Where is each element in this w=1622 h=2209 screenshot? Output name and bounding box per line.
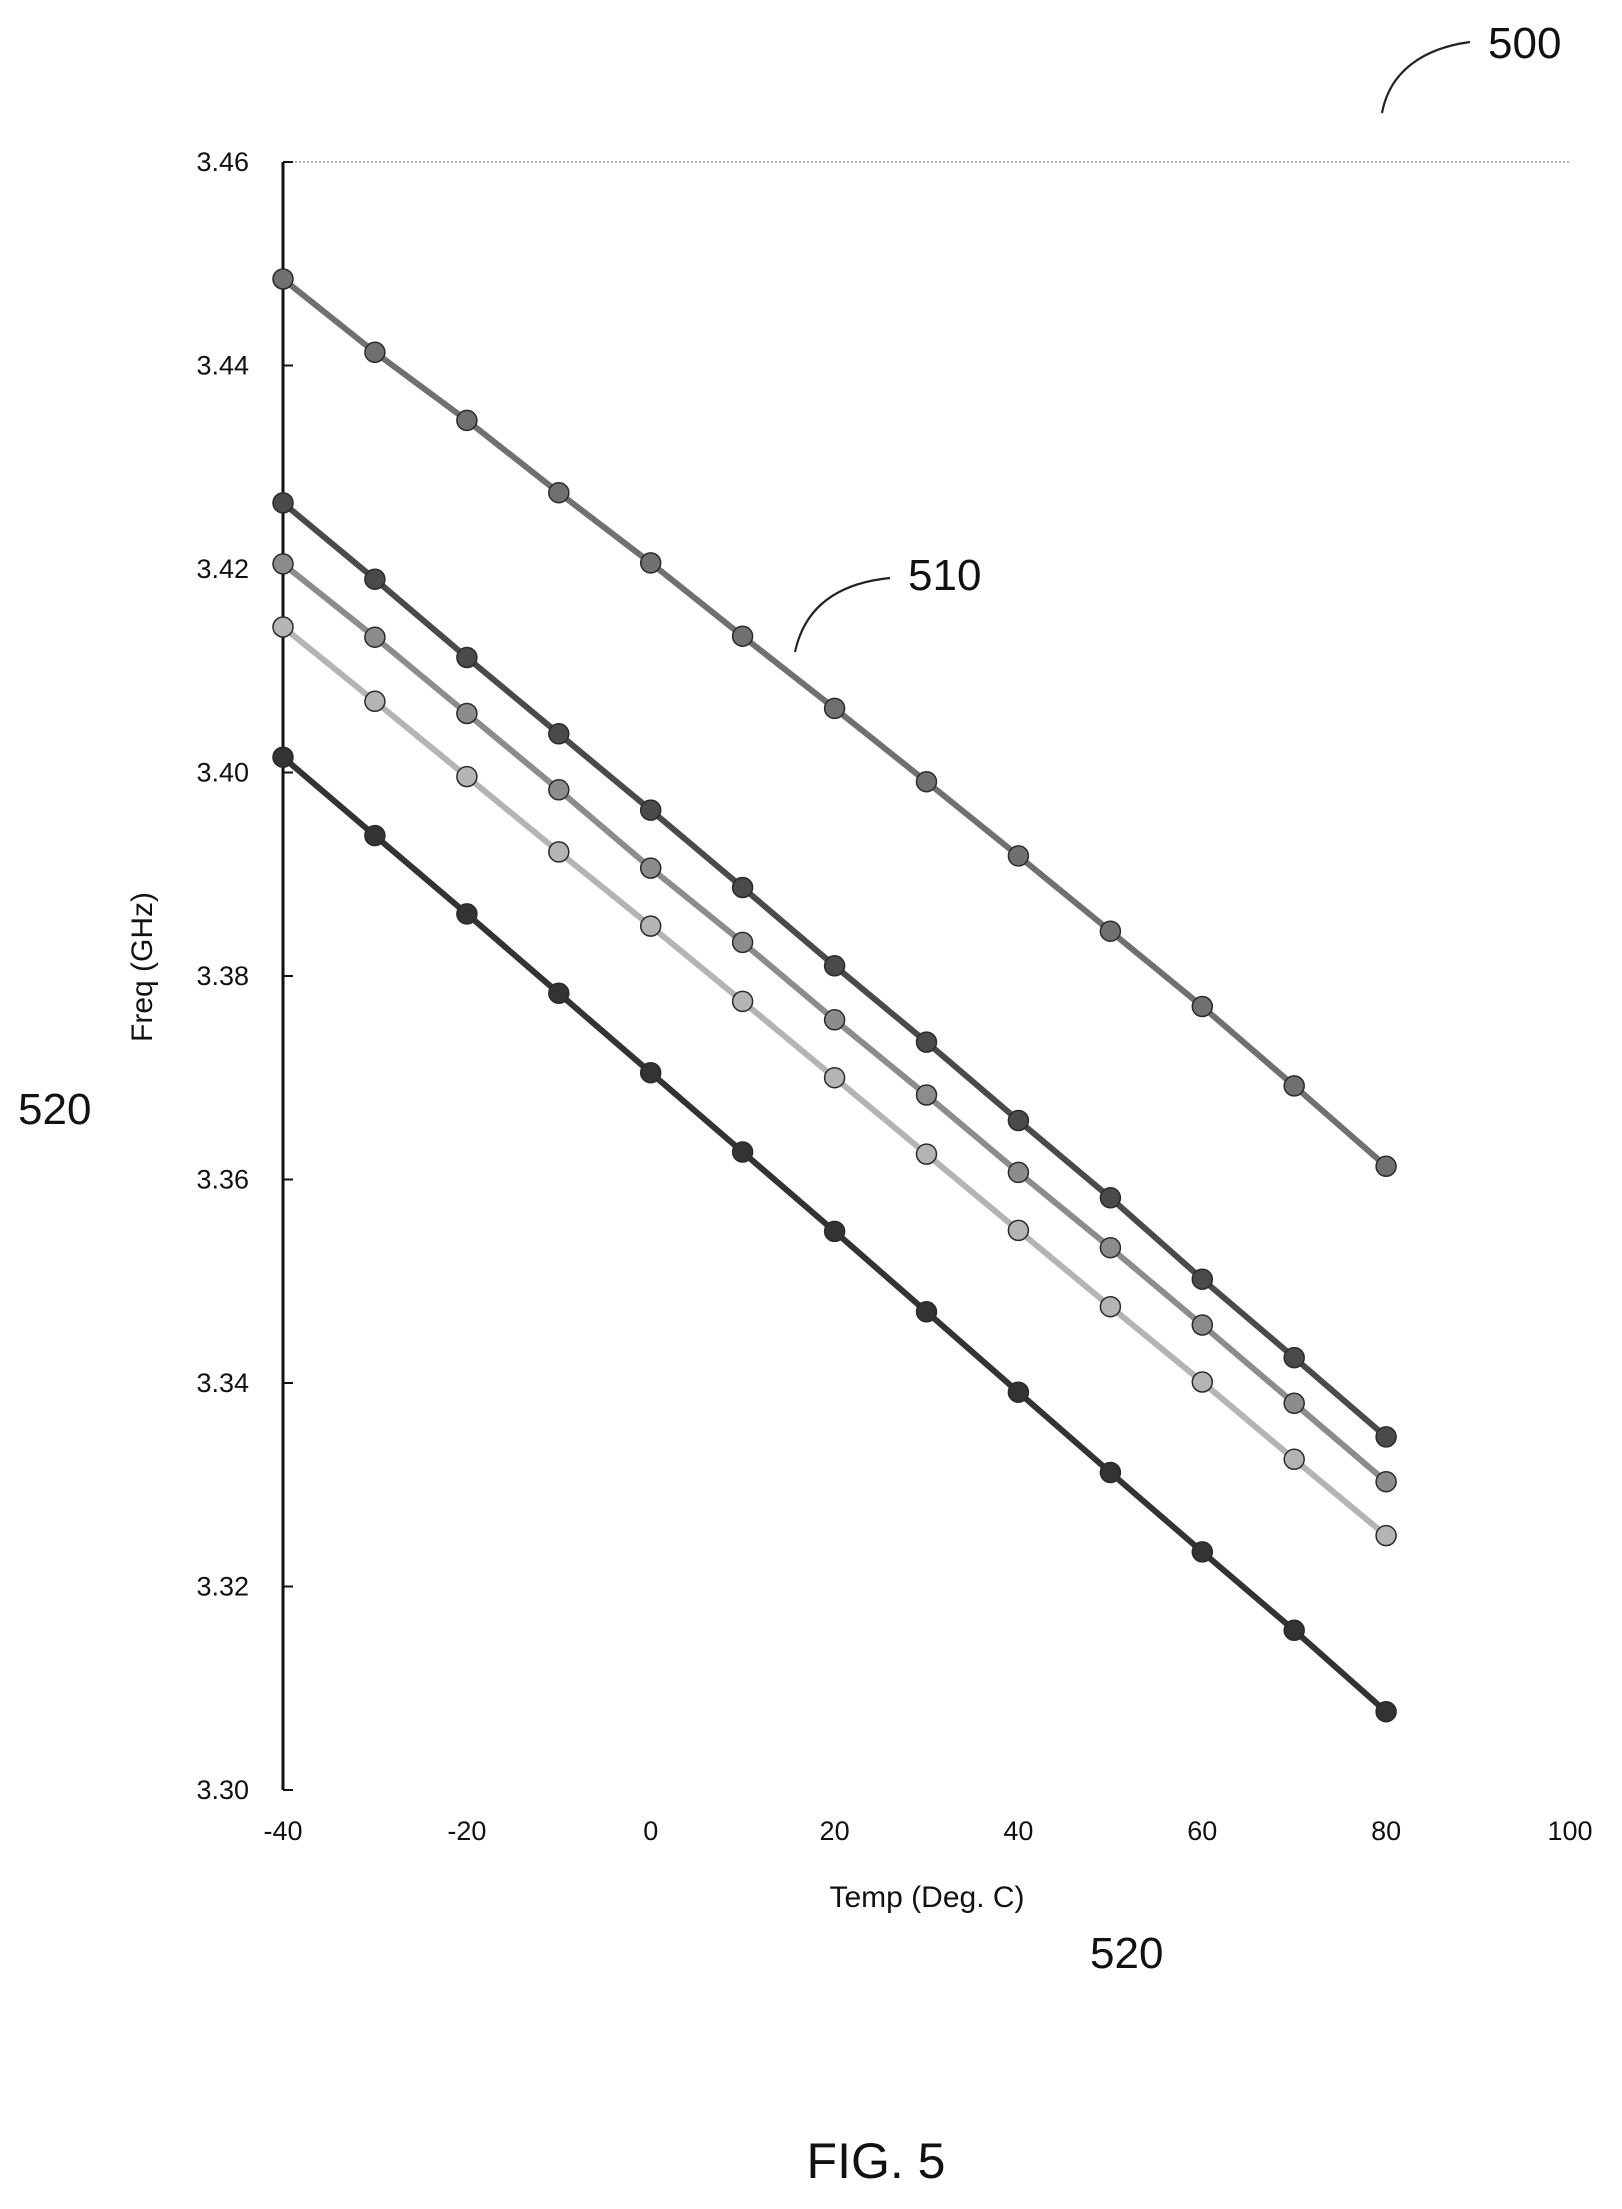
series-3-point xyxy=(731,931,754,954)
x-tick-label: -20 xyxy=(447,1816,486,1846)
x-tick-label: 20 xyxy=(820,1816,850,1846)
series-4-point xyxy=(1283,1448,1305,1471)
series-5-point xyxy=(639,1061,662,1084)
series-1-point xyxy=(1099,920,1122,942)
series-1-point xyxy=(731,625,754,647)
series-2-point xyxy=(364,568,386,590)
series-1-point xyxy=(1283,1075,1305,1097)
y-tick-label: 3.40 xyxy=(196,758,249,788)
series-2-point xyxy=(1375,1426,1397,1448)
series-3-point xyxy=(1007,1161,1030,1184)
series-3-point xyxy=(456,702,478,725)
series-2-point xyxy=(1283,1346,1305,1369)
series-2-point xyxy=(731,876,754,899)
series-5-point xyxy=(915,1301,938,1323)
series-2-point xyxy=(639,799,662,821)
series-4-point xyxy=(364,690,386,713)
series-5-point xyxy=(1283,1619,1305,1642)
series-4-point xyxy=(731,990,754,1013)
series-2-point xyxy=(1099,1187,1122,1209)
series-1-point xyxy=(456,409,478,432)
series-2-point xyxy=(1191,1268,1214,1290)
ref-510-label: 510 xyxy=(908,551,981,600)
x-tick-label: 60 xyxy=(1187,1816,1217,1846)
figure-caption: FIG. 5 xyxy=(807,2133,946,2189)
series-2-point xyxy=(272,492,294,514)
series-4-point xyxy=(1099,1295,1122,1318)
series-layer xyxy=(272,268,1397,1723)
ref-510-leader xyxy=(793,576,891,653)
x-axis-ticks: -40 -20 0 20 40 60 80 100 xyxy=(263,1816,1592,1846)
ref-520-bottom-label: 520 xyxy=(1090,1929,1163,1978)
ref-500-leader xyxy=(1380,40,1471,114)
series-1-point xyxy=(548,481,570,504)
series-5-point xyxy=(823,1220,846,1243)
series-2-point xyxy=(1007,1109,1030,1132)
series-line-1 xyxy=(280,276,1390,1170)
x-tick-label: 100 xyxy=(1547,1816,1592,1846)
ref-500-label: 500 xyxy=(1488,19,1561,68)
series-3-point xyxy=(548,779,570,801)
ref-520-left-label: 520 xyxy=(18,1085,91,1134)
series-4-point xyxy=(823,1066,846,1089)
series-2-point xyxy=(456,646,478,669)
series-3-point xyxy=(1375,1470,1397,1493)
series-5-point xyxy=(1099,1461,1122,1484)
series-3-point xyxy=(639,857,662,879)
series-4-point xyxy=(548,841,570,863)
series-4-point xyxy=(1191,1371,1214,1393)
series-4-point xyxy=(1375,1524,1397,1547)
series-3-point xyxy=(1283,1392,1305,1415)
series-5-point xyxy=(1007,1381,1030,1403)
series-1-point xyxy=(1007,845,1030,867)
x-tick-label: -40 xyxy=(263,1816,302,1846)
series-5-point xyxy=(731,1141,754,1163)
y-axis-ticks: 3.30 3.32 3.34 3.36 3.38 3.40 3.42 3.44 3.46 xyxy=(196,147,293,1805)
series-5-point xyxy=(456,903,478,925)
y-tick-label: 3.30 xyxy=(196,1775,249,1805)
series-4-point xyxy=(639,915,662,937)
series-3-point xyxy=(1191,1314,1214,1336)
series-4-point xyxy=(456,765,478,788)
series-1-point xyxy=(1191,995,1214,1018)
series-3-point xyxy=(915,1084,938,1106)
y-tick-label: 3.42 xyxy=(196,554,249,584)
series-1-point xyxy=(915,770,938,793)
series-5-point xyxy=(1375,1700,1397,1723)
series-3-point xyxy=(364,626,386,648)
y-tick-label: 3.44 xyxy=(196,351,249,381)
series-3-point xyxy=(272,553,294,575)
x-tick-label: 40 xyxy=(1003,1816,1033,1846)
series-1-point xyxy=(1375,1155,1397,1178)
x-axis-title: Temp (Deg. C) xyxy=(829,1881,1024,1914)
series-5-point xyxy=(364,824,386,847)
y-tick-label: 3.46 xyxy=(196,147,249,177)
series-5-point xyxy=(272,746,294,768)
series-3-point xyxy=(823,1009,846,1031)
series-1-point xyxy=(639,552,662,574)
y-tick-label: 3.32 xyxy=(196,1572,249,1602)
series-4-point xyxy=(1007,1219,1030,1242)
series-2-point xyxy=(548,723,570,745)
series-5-point xyxy=(1191,1541,1214,1563)
series-4-point xyxy=(272,616,294,638)
series-4-point xyxy=(915,1143,938,1165)
x-tick-label: 0 xyxy=(643,1816,658,1846)
y-tick-label: 3.38 xyxy=(196,961,249,991)
series-3-point xyxy=(1099,1236,1122,1259)
series-5-point xyxy=(548,982,570,1005)
y-tick-label: 3.36 xyxy=(196,1165,249,1195)
y-tick-label: 3.34 xyxy=(196,1368,249,1398)
series-1-point xyxy=(272,268,294,290)
x-tick-label: 80 xyxy=(1371,1816,1401,1846)
series-1-point xyxy=(823,697,846,720)
series-2-point xyxy=(915,1031,938,1053)
series-1-point xyxy=(364,341,386,364)
y-axis-title: Freq (GHz) xyxy=(126,892,159,1042)
series-2-point xyxy=(823,955,846,977)
